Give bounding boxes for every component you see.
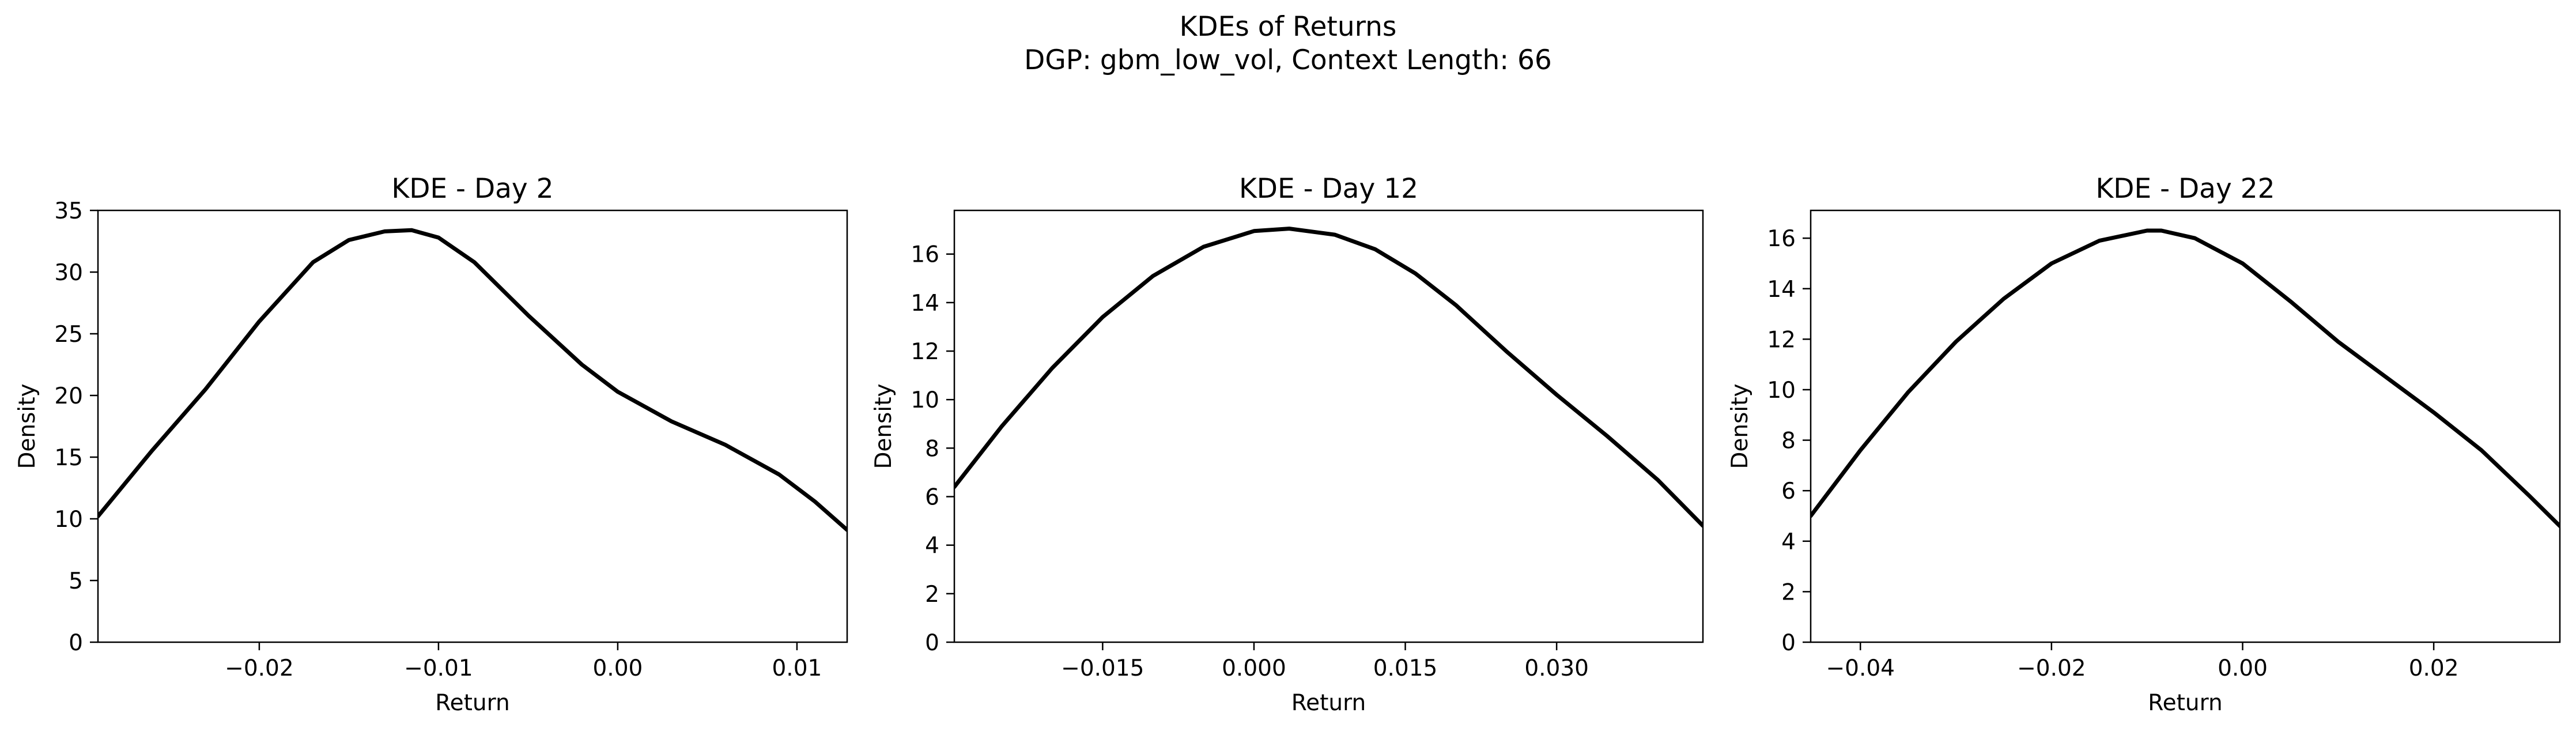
y-tick-label: 16 — [911, 242, 939, 268]
x-tick-label: 0.000 — [1222, 655, 1286, 681]
y-tick-label: 16 — [1767, 226, 1796, 252]
x-tick-label: 0.00 — [592, 655, 643, 681]
y-tick-label: 10 — [1767, 378, 1796, 404]
y-tick-label: 10 — [911, 387, 939, 413]
y-tick-label: 0 — [925, 630, 939, 656]
y-tick-label: 8 — [925, 436, 939, 462]
y-tick-label: 20 — [54, 383, 83, 409]
x-tick-label: 0.015 — [1373, 655, 1438, 681]
y-tick-label: 2 — [925, 582, 939, 608]
chart-title: KDE - Day 2 — [391, 173, 553, 205]
x-tick-label: 0.01 — [772, 655, 822, 681]
x-tick-label: −0.015 — [1061, 655, 1144, 681]
y-tick-label: 8 — [1781, 428, 1796, 454]
axes-frame — [953, 209, 1704, 643]
kde-line — [1811, 228, 2560, 528]
y-axis-label: Density — [871, 383, 897, 469]
x-tick-label: 0.00 — [2218, 655, 2268, 681]
y-tick-label: 4 — [1781, 529, 1796, 555]
y-tick-label: 6 — [925, 485, 939, 511]
y-tick-label: 15 — [54, 445, 83, 471]
chart-panel-1: −0.02 −0.01 0.00 0.01 0 5 10 15 20 25 30 35 KDE - Da… — [14, 173, 848, 716]
axes-frame — [97, 209, 848, 643]
y-tick-label: 30 — [54, 260, 83, 286]
x-tick-label: 0.030 — [1524, 655, 1589, 681]
y-tick-label: 12 — [911, 339, 939, 365]
y-tick-label: 25 — [54, 322, 83, 348]
kde-line — [98, 228, 847, 532]
y-tick-label: 0 — [1781, 630, 1796, 656]
chart-title: KDE - Day 12 — [1239, 173, 1418, 205]
y-axis-label: Density — [1727, 383, 1753, 469]
x-axis-label: Return — [1291, 690, 1366, 716]
y-axis-label: Density — [14, 383, 40, 469]
y-tick-label: 2 — [1781, 579, 1796, 605]
y-tick-label: 4 — [925, 533, 939, 559]
y-tick-label: 12 — [1767, 327, 1796, 353]
figure-suptitle-line2: DGP: gbm_low_vol, Context Length: 66 — [1024, 44, 1552, 76]
y-tick-label: 14 — [1767, 277, 1796, 303]
y-tick-label: 35 — [54, 198, 83, 224]
kde-line — [954, 227, 1703, 528]
x-axis-label: Return — [435, 690, 509, 716]
chart-title: KDE - Day 22 — [2095, 173, 2275, 205]
x-axis-label: Return — [2148, 690, 2222, 716]
axes-frame — [1810, 209, 2561, 643]
y-tick-label: 5 — [69, 568, 83, 594]
x-tick-label: −0.02 — [2017, 655, 2086, 681]
x-tick-label: −0.01 — [404, 655, 473, 681]
chart-panel-2: −0.015 0.000 0.015 0.030 0 2 4 6 8 10 12 14 16 KDE - … — [871, 173, 1704, 716]
y-tick-label: 0 — [69, 630, 83, 656]
y-tick-label: 6 — [1781, 478, 1796, 504]
y-tick-label: 14 — [911, 291, 939, 316]
chart-panel-3: −0.04 −0.02 0.00 0.02 0 2 4 6 8 10 12 14 16 KDE - Day… — [1727, 173, 2561, 716]
x-tick-label: −0.02 — [225, 655, 294, 681]
x-tick-label: −0.04 — [1826, 655, 1895, 681]
x-tick-label: 0.02 — [2409, 655, 2459, 681]
y-tick-label: 10 — [54, 507, 83, 533]
figure-suptitle-line1: KDEs of Returns — [1180, 11, 1397, 43]
